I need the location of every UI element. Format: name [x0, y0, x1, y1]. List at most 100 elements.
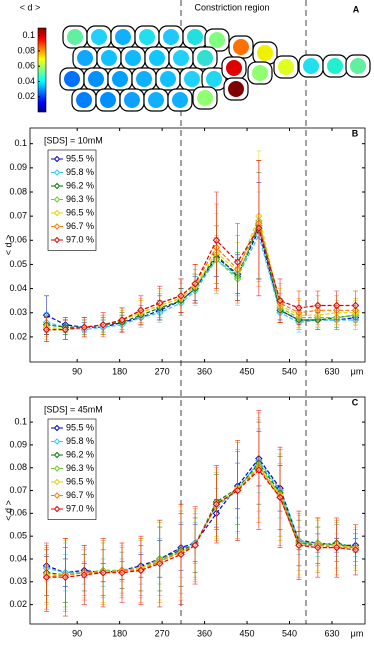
marker	[233, 258, 242, 266]
marker	[212, 500, 221, 508]
marker	[118, 568, 126, 577]
droplet	[163, 29, 179, 45]
legend-label: 97.0 %	[66, 503, 94, 513]
legend-marker	[53, 505, 61, 513]
droplet	[172, 92, 188, 108]
legend-marker	[53, 155, 61, 163]
droplet	[226, 60, 242, 76]
y-tick-label: 0.09	[9, 439, 27, 449]
droplet	[303, 58, 319, 74]
legend-label: 97.0 %	[66, 234, 94, 244]
marker	[99, 568, 107, 577]
legend-marker	[53, 223, 61, 230]
y-tick-label: 0.08	[9, 462, 27, 472]
series-line	[46, 457, 356, 574]
annotation: [SDS] = 10mM	[44, 135, 103, 145]
error-bar	[277, 278, 283, 323]
droplet	[91, 29, 107, 45]
legend-marker	[53, 492, 61, 499]
marker	[42, 325, 51, 334]
x-tick-label: 180	[112, 366, 127, 376]
y-tick-label: 0.03	[9, 576, 27, 586]
legend-marker	[53, 209, 61, 217]
marker	[212, 236, 221, 244]
y-axis-label: < d >	[3, 500, 13, 521]
marker	[276, 296, 284, 305]
x-tick-label: 270	[155, 366, 170, 376]
marker	[80, 571, 88, 579]
colorbar-tick-label: 0.04	[17, 76, 35, 86]
legend-marker	[53, 451, 61, 459]
legend-label: 95.8 %	[66, 167, 94, 177]
x-tick-label: 270	[155, 628, 170, 638]
y-tick-label: 0.06	[9, 508, 27, 518]
y-tick-label: 0.04	[9, 553, 27, 563]
x-tick-label: 540	[282, 366, 297, 376]
series-line	[46, 469, 356, 578]
legend-label: 95.5 %	[66, 422, 94, 432]
marker	[80, 323, 88, 331]
panel-label: C	[352, 397, 359, 407]
x-axis-label: μm	[351, 366, 364, 376]
x-tick-label: 360	[197, 628, 212, 638]
droplet	[76, 92, 92, 108]
marker	[177, 550, 185, 559]
error-bar	[119, 307, 125, 333]
legend-label: 96.7 %	[66, 490, 94, 500]
legend-marker	[53, 196, 61, 203]
y-tick-label: 0.02	[9, 599, 27, 609]
y-tick-label: 0.08	[9, 186, 27, 196]
droplet	[197, 90, 213, 106]
marker	[191, 280, 199, 288]
x-tick-label: 630	[324, 628, 339, 638]
droplet	[197, 50, 213, 66]
droplet	[160, 71, 176, 87]
droplet	[184, 71, 200, 87]
marker	[137, 566, 145, 575]
droplet	[209, 32, 225, 48]
droplet	[228, 81, 244, 97]
legend-label: 96.3 %	[66, 194, 94, 204]
marker	[295, 304, 303, 312]
legend-label: 96.3 %	[66, 463, 94, 473]
marker	[255, 224, 263, 232]
panel-label: B	[352, 128, 359, 138]
legend-label: 95.8 %	[66, 436, 94, 446]
y-tick-label: 0.05	[9, 259, 27, 269]
droplet	[187, 29, 203, 45]
y-tick-label: 0.02	[9, 331, 27, 341]
x-tick-label: 90	[72, 628, 82, 638]
x-tick-label: 450	[240, 628, 255, 638]
region-title: Constriction region	[194, 2, 269, 12]
cell-diagram	[59, 25, 371, 112]
colorbar-tick-label: 0.06	[17, 61, 35, 71]
x-tick-label: 450	[240, 366, 255, 376]
colorbar-tick-label: 0.1	[22, 30, 35, 40]
x-tick-label: 540	[282, 628, 297, 638]
y-tick-label: 0.04	[9, 283, 27, 293]
marker	[99, 321, 107, 329]
droplet	[149, 50, 165, 66]
marker	[332, 301, 341, 310]
droplet	[100, 92, 116, 108]
droplet	[101, 50, 117, 66]
droplet	[233, 39, 249, 55]
plot-area	[29, 396, 366, 625]
legend-marker	[53, 478, 61, 486]
legend-label: 96.2 %	[66, 180, 94, 190]
series-line	[46, 226, 356, 331]
colorbar-tick-label: 0.08	[17, 45, 35, 55]
marker	[156, 299, 164, 307]
marker	[156, 559, 164, 568]
y-tick-label: 0.1	[14, 416, 27, 426]
y-tick-label: 0.06	[9, 235, 27, 245]
droplet	[148, 92, 164, 108]
droplet	[115, 29, 131, 45]
marker	[295, 541, 303, 549]
legend-label: 96.7 %	[66, 221, 94, 231]
legend-marker	[53, 438, 61, 445]
marker	[314, 543, 322, 552]
droplet	[112, 71, 128, 87]
